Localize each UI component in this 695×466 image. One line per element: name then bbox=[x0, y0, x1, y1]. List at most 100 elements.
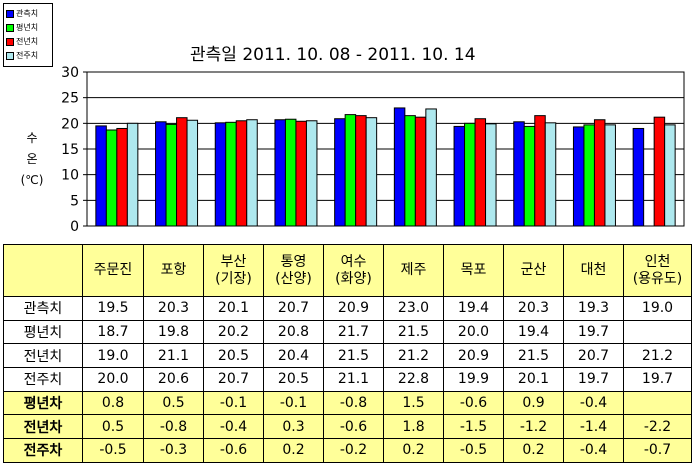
table-cell: 21.2 bbox=[623, 343, 692, 369]
table-cell: 19.8 bbox=[143, 319, 204, 345]
table-cell: 20.4 bbox=[263, 343, 324, 369]
table-cell: 21.2 bbox=[383, 343, 444, 369]
legend-swatch bbox=[6, 10, 14, 18]
column-header-line: 주문진 bbox=[93, 262, 133, 278]
column-header: 여수 (화양) bbox=[323, 244, 384, 297]
column-header-line: 군산 bbox=[520, 262, 547, 278]
y-axis-title-line: (℃) bbox=[20, 173, 44, 187]
y-axis-title-line: 온 bbox=[26, 152, 38, 166]
table-cell: -0.2 bbox=[323, 438, 384, 463]
table-cell bbox=[623, 390, 692, 416]
table-cell: 19.7 bbox=[563, 367, 624, 392]
table-cell: 18.7 bbox=[82, 319, 144, 345]
table-row: 관측치 19.5 20.3 20.1 20.7 20.9 23.0 19.4 20.3 19.3 1… bbox=[3, 296, 692, 321]
bar bbox=[295, 120, 307, 227]
bar bbox=[464, 122, 476, 227]
table-header-row: 주문진 포항 부산 (기장) 통영 (산양) 여수 (화양) 제주 목포 군산 대천 인천 (용유도) bbox=[3, 244, 692, 297]
legend-swatch bbox=[6, 24, 14, 32]
table-cell: -0.8 bbox=[323, 390, 384, 416]
row-label: 관측치 bbox=[3, 296, 83, 321]
bar bbox=[583, 124, 595, 227]
table-cell: 22.8 bbox=[383, 367, 444, 392]
table-cell: 20.0 bbox=[443, 319, 504, 345]
table-cell: -0.8 bbox=[143, 414, 204, 440]
legend-label: 평년치 bbox=[16, 23, 39, 32]
column-header: 포항 bbox=[143, 244, 204, 297]
column-header: 주문진 bbox=[82, 244, 144, 297]
bar bbox=[453, 125, 466, 227]
table-cell: 0.5 bbox=[143, 390, 204, 416]
y-axis-title-line: 수 bbox=[26, 131, 38, 145]
row-label: 전주치 bbox=[3, 367, 83, 392]
bar bbox=[155, 121, 167, 227]
bar bbox=[604, 124, 616, 227]
table-row: 평년차 0.8 0.5 -0.1 -0.1 -0.8 1.5 -0.6 0.9 -0.4 bbox=[3, 390, 692, 416]
table-cell: 20.1 bbox=[503, 367, 564, 392]
bar bbox=[414, 116, 427, 227]
y-axis-title: 수 온 (℃) bbox=[18, 128, 46, 191]
table-cell: 19.7 bbox=[563, 319, 624, 345]
bar bbox=[593, 119, 606, 227]
column-header-line: 인천 bbox=[644, 253, 671, 270]
table-cell: 19.4 bbox=[443, 296, 504, 321]
table-cell: -0.6 bbox=[323, 414, 384, 440]
bar bbox=[305, 120, 318, 227]
bar bbox=[126, 122, 139, 227]
column-header: 대천 bbox=[563, 244, 624, 297]
table-row: 전년치 19.0 21.1 20.5 20.4 21.5 21.2 20.9 21.5 20.7 2… bbox=[3, 343, 692, 369]
table-cell: 20.7 bbox=[263, 296, 324, 321]
table-cell: 0.3 bbox=[263, 414, 324, 440]
row-label: 전년치 bbox=[3, 343, 83, 369]
table-cell: 20.5 bbox=[263, 367, 324, 392]
table-cell: -2.2 bbox=[623, 414, 692, 440]
bar bbox=[355, 115, 367, 227]
bar bbox=[344, 114, 357, 227]
table-cell: 0.8 bbox=[82, 390, 144, 416]
bar bbox=[404, 115, 416, 227]
column-header: 제주 bbox=[383, 244, 444, 297]
bar bbox=[365, 117, 378, 227]
table-cell: 19.0 bbox=[82, 343, 144, 369]
bar bbox=[235, 120, 248, 227]
table-cell: 23.0 bbox=[383, 296, 444, 321]
column-header: 통영 (산양) bbox=[263, 244, 324, 297]
table-cell: 20.3 bbox=[503, 296, 564, 321]
bar bbox=[186, 119, 199, 227]
column-header-line: (화양) bbox=[335, 270, 372, 287]
bar bbox=[523, 125, 536, 227]
table-cell: 0.9 bbox=[503, 390, 564, 416]
bar bbox=[664, 124, 676, 227]
table-row: 전년차 0.5 -0.8 -0.4 0.3 -0.6 1.8 -1.5 -1.2 -1.4 -2.2 bbox=[3, 414, 692, 440]
bar bbox=[284, 118, 297, 227]
bar bbox=[246, 119, 258, 227]
table-cell: 0.5 bbox=[82, 414, 144, 440]
bar bbox=[274, 119, 286, 227]
y-tick-label: 5 bbox=[70, 193, 79, 209]
column-header: 군산 bbox=[503, 244, 564, 297]
table-row: 전주차 -0.5 -0.3 -0.6 0.2 -0.2 0.2 -0.5 0.2 -0.4 -0.7 bbox=[3, 438, 692, 463]
column-header-line: (기장) bbox=[215, 270, 252, 287]
bar bbox=[485, 123, 497, 227]
bar bbox=[214, 122, 227, 227]
table-cell: 20.6 bbox=[143, 367, 204, 392]
legend-swatch bbox=[6, 38, 14, 46]
legend-swatch bbox=[6, 52, 14, 60]
y-tick-label: 20 bbox=[61, 116, 79, 132]
bar bbox=[534, 115, 546, 227]
table-cell: 0.2 bbox=[503, 438, 564, 463]
table-corner-cell bbox=[3, 244, 83, 297]
legend-label: 전년치 bbox=[16, 37, 39, 46]
table-cell: 21.1 bbox=[143, 343, 204, 369]
table-cell: 20.0 bbox=[82, 367, 144, 392]
column-header-line: 여수 bbox=[340, 253, 367, 270]
table-cell: -0.1 bbox=[203, 390, 264, 416]
table-cell: -0.6 bbox=[203, 438, 264, 463]
table-cell: 20.8 bbox=[263, 319, 324, 345]
table-cell: 21.1 bbox=[323, 367, 384, 392]
table-cell: 19.3 bbox=[563, 296, 624, 321]
table-cell: 19.5 bbox=[82, 296, 144, 321]
bar bbox=[116, 127, 128, 227]
table-cell: 20.2 bbox=[203, 319, 264, 345]
y-tick-label: 25 bbox=[61, 91, 79, 107]
bar bbox=[425, 108, 437, 227]
